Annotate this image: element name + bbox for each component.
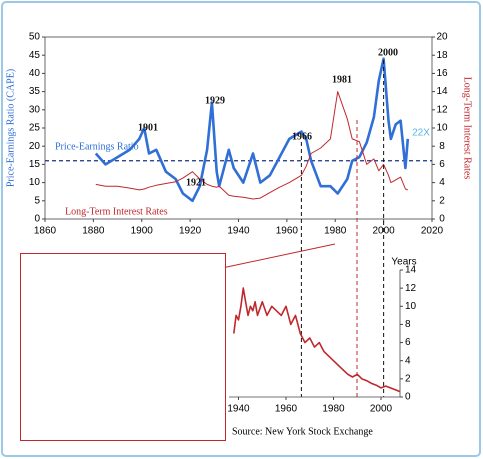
series-line bbox=[95, 91, 408, 200]
annotation: 2000 bbox=[378, 47, 398, 58]
x-tick-label: 1940 bbox=[227, 404, 250, 415]
x-tick-label: 1920 bbox=[179, 226, 202, 237]
y2-tick-label: 14 bbox=[436, 86, 448, 97]
y2-tick-label: 2 bbox=[439, 195, 445, 206]
annotation: 1921 bbox=[186, 177, 206, 188]
x-tick-label: 1960 bbox=[275, 404, 298, 415]
source: Source: New York Stock Exchange bbox=[232, 426, 373, 437]
y2-tick-label: 16 bbox=[436, 68, 448, 79]
connector bbox=[221, 243, 336, 269]
y-tick-label: 20 bbox=[29, 141, 41, 152]
y-tick-label: 45 bbox=[29, 50, 41, 61]
y2-tick-label: 8 bbox=[439, 141, 445, 152]
annotation: 1901 bbox=[138, 122, 158, 133]
note bbox=[20, 253, 226, 441]
y-tick-label: 12 bbox=[405, 283, 417, 294]
y-tick-label: 0 bbox=[405, 392, 411, 403]
x-tick-label: 1980 bbox=[324, 226, 347, 237]
y-tick-label: 5 bbox=[34, 195, 40, 206]
y-tick-label: 30 bbox=[29, 104, 41, 115]
y-tick-label: 8 bbox=[405, 319, 411, 330]
y-tick-label: 50 bbox=[29, 32, 41, 43]
y-tick-label: 10 bbox=[405, 301, 417, 312]
annotation: 22X bbox=[412, 128, 430, 139]
x-tick-label: 2020 bbox=[421, 226, 444, 237]
series-line bbox=[94, 57, 410, 203]
y2-tick-label: 10 bbox=[436, 123, 448, 134]
y-tick-label: 25 bbox=[29, 123, 41, 134]
y2-tick-label: 4 bbox=[439, 177, 445, 188]
y-tick-label: 10 bbox=[29, 177, 41, 188]
x-tick-label: 1940 bbox=[227, 226, 250, 237]
y2-tick-label: 6 bbox=[439, 159, 445, 170]
y2-axis-label: Long-Term Interest Rates bbox=[462, 77, 473, 180]
y-tick-label: 6 bbox=[405, 337, 411, 348]
annotation: 1966 bbox=[292, 131, 312, 142]
x-tick-label: 1960 bbox=[276, 226, 299, 237]
y-tick-label: 2 bbox=[405, 373, 411, 384]
y-axis-label: Price-Earnings Ratio (CAPE) bbox=[5, 69, 16, 187]
y-tick-label: 4 bbox=[405, 355, 411, 366]
x-axis-label: Years bbox=[391, 257, 416, 268]
y2-tick-label: 0 bbox=[439, 214, 445, 225]
y2-tick-label: 12 bbox=[436, 104, 448, 115]
y-tick-label: 0 bbox=[34, 214, 40, 225]
y-tick-label: 40 bbox=[29, 68, 41, 79]
legend-label: Price-Earnings Ratio bbox=[55, 141, 139, 152]
x-tick-label: 1860 bbox=[34, 226, 57, 237]
y2-tick-label: 20 bbox=[436, 32, 448, 43]
x-tick-label: 2000 bbox=[370, 404, 393, 415]
y-tick-label: 35 bbox=[29, 86, 41, 97]
annotation: 1981 bbox=[332, 74, 352, 85]
legend-label: Long-Term Interest Rates bbox=[65, 206, 168, 217]
annotation: 1929 bbox=[205, 95, 225, 106]
x-tick-label: 1980 bbox=[322, 404, 345, 415]
plot-area bbox=[44, 36, 433, 220]
y-tick-label: 14 bbox=[405, 265, 417, 276]
series-line bbox=[233, 287, 401, 393]
y2-tick-label: 18 bbox=[436, 50, 448, 61]
x-tick-label: 1900 bbox=[131, 226, 154, 237]
x-tick-label: 1880 bbox=[82, 226, 105, 237]
y-tick-label: 15 bbox=[29, 159, 41, 170]
